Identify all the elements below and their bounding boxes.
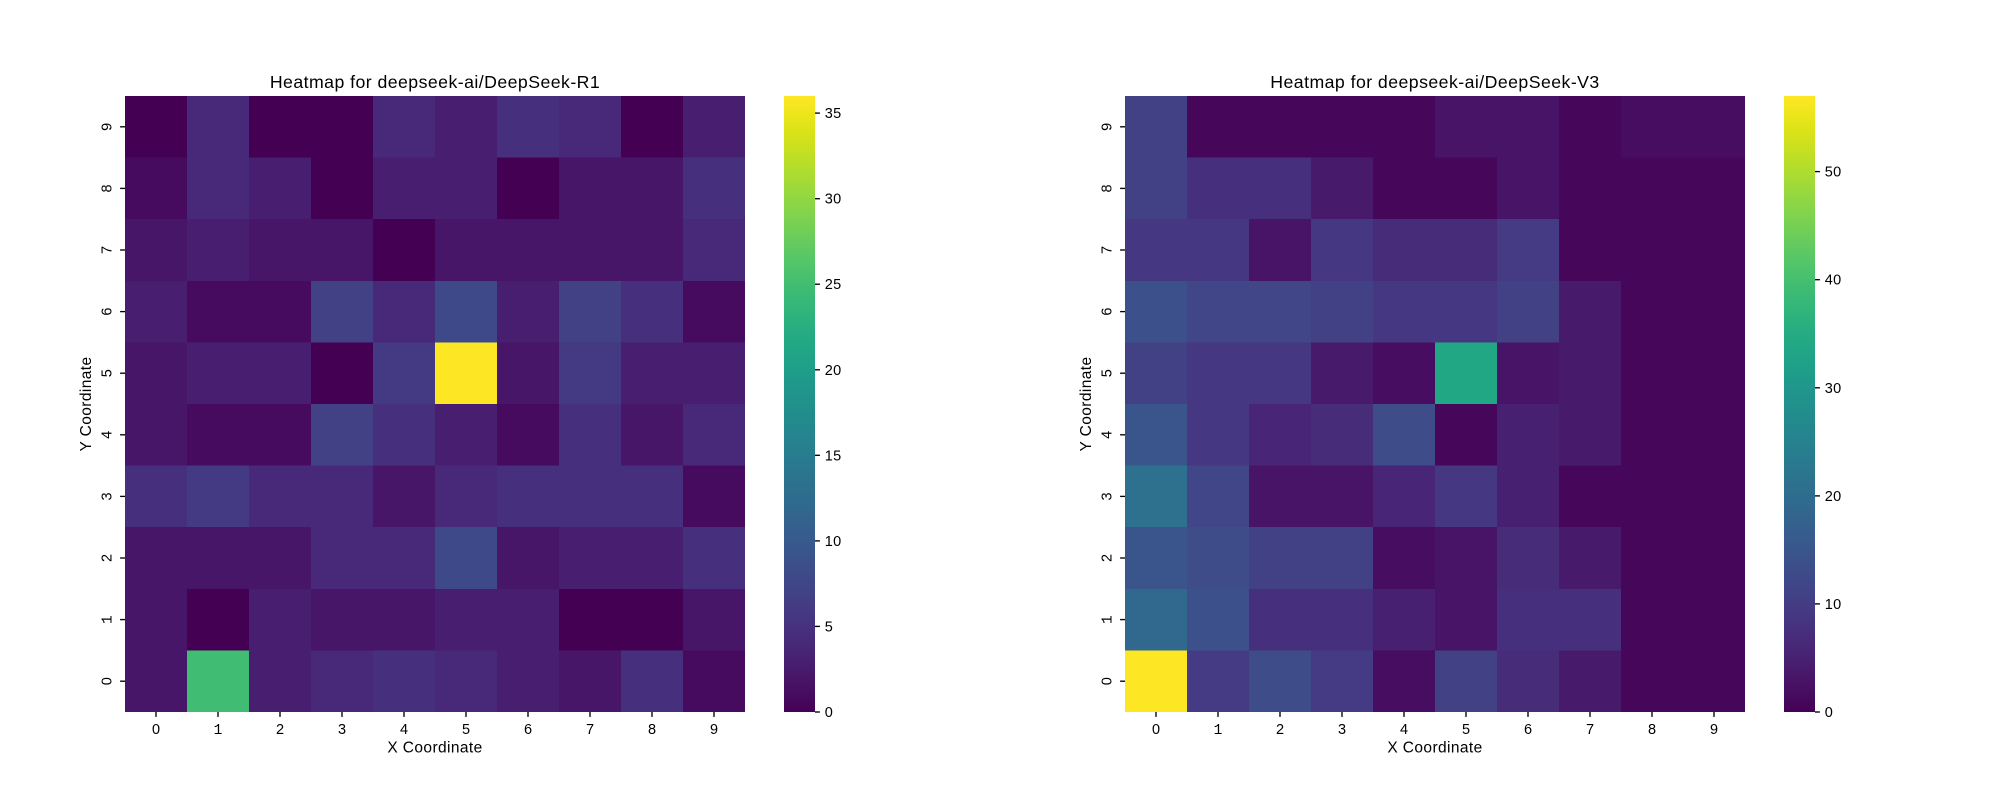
svg-text:4: 4 xyxy=(1100,431,1116,439)
svg-text:4: 4 xyxy=(100,431,116,439)
svg-text:30: 30 xyxy=(825,192,842,208)
svg-text:4: 4 xyxy=(1400,722,1408,738)
svg-text:15: 15 xyxy=(825,448,842,464)
svg-text:9: 9 xyxy=(1100,123,1116,131)
svg-text:0: 0 xyxy=(1152,722,1160,738)
svg-text:6: 6 xyxy=(524,722,532,738)
svg-text:7: 7 xyxy=(586,722,594,738)
svg-text:3: 3 xyxy=(1100,492,1116,500)
svg-text:10: 10 xyxy=(825,534,842,550)
svg-text:0: 0 xyxy=(1100,677,1116,685)
svg-text:5: 5 xyxy=(462,722,470,738)
svg-text:1: 1 xyxy=(1214,723,1223,739)
svg-text:8: 8 xyxy=(1100,184,1116,192)
svg-text:3: 3 xyxy=(1338,722,1346,738)
svg-text:20: 20 xyxy=(825,363,842,379)
svg-text:20: 20 xyxy=(1825,489,1842,505)
svg-text:X Coordinate: X Coordinate xyxy=(1387,740,1482,757)
svg-text:6: 6 xyxy=(1524,722,1532,738)
svg-text:2: 2 xyxy=(1100,554,1116,562)
svg-text:7: 7 xyxy=(1586,722,1594,738)
svg-text:2: 2 xyxy=(276,722,284,738)
svg-text:0: 0 xyxy=(1825,705,1833,721)
svg-text:30: 30 xyxy=(1825,381,1842,397)
svg-text:Heatmap for deepseek-ai/DeepSe: Heatmap for deepseek-ai/DeepSeek-R1 xyxy=(270,72,600,92)
svg-text:7: 7 xyxy=(100,246,116,254)
svg-text:1: 1 xyxy=(101,615,117,624)
svg-text:5: 5 xyxy=(825,619,833,635)
svg-text:9: 9 xyxy=(1710,722,1718,738)
svg-text:4: 4 xyxy=(400,722,408,738)
svg-text:3: 3 xyxy=(100,492,116,500)
svg-text:25: 25 xyxy=(825,277,842,293)
svg-text:0: 0 xyxy=(152,722,160,738)
svg-text:1: 1 xyxy=(214,723,223,739)
svg-text:5: 5 xyxy=(100,369,116,377)
svg-text:Heatmap for deepseek-ai/DeepSe: Heatmap for deepseek-ai/DeepSeek-V3 xyxy=(1270,72,1599,92)
svg-text:8: 8 xyxy=(100,184,116,192)
svg-text:2: 2 xyxy=(1276,722,1284,738)
svg-text:8: 8 xyxy=(648,722,656,738)
svg-text:5: 5 xyxy=(1100,369,1116,377)
svg-text:5: 5 xyxy=(1462,722,1470,738)
svg-text:40: 40 xyxy=(1825,273,1842,289)
svg-text:9: 9 xyxy=(100,123,116,131)
svg-text:6: 6 xyxy=(100,308,116,316)
svg-text:6: 6 xyxy=(1100,308,1116,316)
svg-text:7: 7 xyxy=(1100,246,1116,254)
svg-text:2: 2 xyxy=(100,554,116,562)
svg-text:Y Coordinate: Y Coordinate xyxy=(78,357,95,452)
svg-text:35: 35 xyxy=(825,106,842,122)
svg-text:1: 1 xyxy=(1101,615,1117,624)
svg-text:8: 8 xyxy=(1648,722,1656,738)
svg-text:X Coordinate: X Coordinate xyxy=(387,740,482,757)
svg-text:9: 9 xyxy=(710,722,718,738)
svg-text:Y Coordinate: Y Coordinate xyxy=(1078,357,1095,452)
svg-text:0: 0 xyxy=(825,705,833,721)
svg-text:3: 3 xyxy=(338,722,346,738)
svg-text:10: 10 xyxy=(1825,597,1842,613)
svg-text:50: 50 xyxy=(1825,165,1842,181)
svg-text:0: 0 xyxy=(100,677,116,685)
